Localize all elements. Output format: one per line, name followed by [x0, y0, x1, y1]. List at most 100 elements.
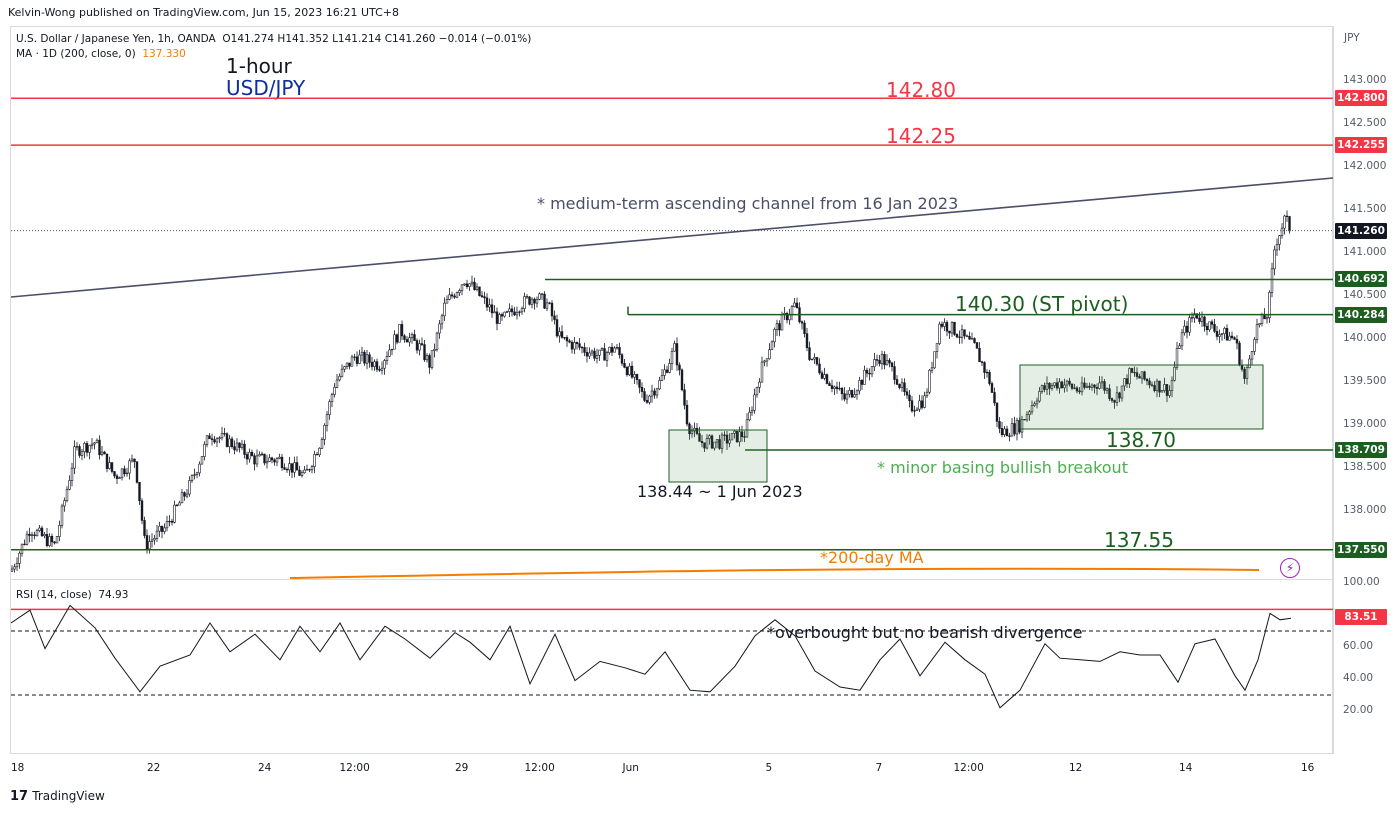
candle-body: [305, 469, 309, 471]
candle-body: [178, 502, 181, 506]
candle-body: [1268, 292, 1271, 318]
candle-body: [203, 444, 206, 457]
candle-body: [523, 296, 526, 309]
candle-body: [58, 525, 61, 537]
candle-body: [828, 383, 831, 386]
candle-body: [220, 433, 224, 439]
candle-body: [183, 492, 186, 497]
candle-body: [538, 293, 541, 300]
candle-body: [168, 520, 171, 523]
candle-body: [810, 358, 814, 360]
candle-body: [890, 362, 894, 367]
candle-body: [808, 347, 811, 360]
rsi-legend[interactable]: RSI (14, close) 74.93: [16, 589, 128, 601]
candle-body: [218, 437, 221, 440]
candle-body: [638, 379, 641, 388]
candle-body: [150, 539, 154, 542]
candle-body: [1168, 390, 1171, 396]
candle-body: [648, 395, 651, 403]
candle-body: [403, 335, 406, 340]
lightning-icon[interactable]: ⚡: [1280, 558, 1300, 578]
candle-body: [310, 466, 314, 471]
label-137-55: 137.55: [1104, 528, 1174, 552]
candle-body: [960, 329, 964, 338]
candle-body: [1125, 378, 1129, 385]
candle-body: [113, 471, 116, 477]
candle-body: [75, 446, 79, 448]
rsi-pane: [11, 604, 1333, 709]
candle-body: [345, 362, 349, 367]
candle-body: [240, 443, 244, 448]
candle-body: [1185, 325, 1189, 333]
candle-body: [608, 346, 611, 353]
candle-body: [88, 445, 91, 453]
candle-body: [758, 381, 761, 388]
time-tick: 24: [258, 762, 272, 774]
candle-body: [1205, 325, 1209, 331]
candle-body: [730, 432, 734, 441]
rsi-value: 74.93: [98, 589, 129, 601]
candle-body: [1243, 369, 1246, 379]
candle-body: [885, 360, 889, 366]
candle-body: [1145, 378, 1149, 382]
candle-body: [325, 414, 329, 426]
candle-body: [163, 527, 166, 532]
candle-body: [680, 369, 684, 391]
candle-body: [365, 354, 369, 364]
candle-body: [690, 430, 694, 435]
candle-body: [708, 435, 711, 439]
candle-body: [823, 374, 826, 379]
candle-body: [1040, 385, 1044, 392]
candle-body: [258, 454, 261, 457]
candle-body: [308, 469, 311, 471]
ma-legend[interactable]: MA · 1D (200, close, 0) 137.330: [16, 48, 186, 60]
price-axis-separator: [1333, 26, 1334, 754]
candle-body: [745, 419, 749, 438]
candle-body: [1050, 385, 1054, 389]
candle-body: [643, 391, 646, 401]
candle-body: [838, 388, 841, 390]
candle-body: [1285, 215, 1289, 217]
tradingview-logo[interactable]: 𝟭𝟳 TradingView: [10, 789, 105, 804]
candle-body: [975, 342, 979, 349]
candle-body: [120, 468, 124, 479]
price-tick: 138.500: [1343, 461, 1387, 473]
candle-body: [585, 352, 589, 357]
candle-body: [563, 337, 566, 339]
candle-body: [948, 330, 951, 334]
candle-body: [405, 339, 409, 343]
price-tick: 139.500: [1343, 375, 1387, 387]
candle-body: [1190, 317, 1194, 319]
candle-body: [135, 461, 139, 483]
candle-body: [1223, 328, 1226, 335]
chart-annotations: 142.80 142.25 * medium-term ascending chan…: [537, 78, 1176, 642]
candle-body: [605, 352, 609, 361]
candle-body: [938, 323, 941, 344]
candle-body: [1275, 244, 1279, 251]
candle-body: [670, 350, 674, 364]
candle-body: [848, 390, 851, 395]
candle-body: [1143, 371, 1146, 380]
candle-body: [1008, 435, 1011, 437]
candle-body: [1028, 411, 1031, 415]
candle-body: [493, 311, 496, 314]
candle-body: [738, 431, 741, 443]
candle-body: [595, 355, 599, 359]
candle-body: [988, 371, 991, 384]
candle-body: [15, 563, 19, 568]
candle-body: [1108, 388, 1111, 399]
candle-body: [208, 435, 211, 439]
symbol-legend[interactable]: U.S. Dollar / Japanese Yen, 1h, OANDA O1…: [16, 33, 531, 45]
candle-body: [1150, 384, 1154, 386]
price-tag: 142.800: [1335, 90, 1387, 107]
candle-body: [430, 350, 434, 368]
candle-body: [1175, 348, 1179, 368]
channel-note: * medium-term ascending channel from 16 …: [537, 194, 958, 213]
candle-body: [620, 354, 624, 364]
candle-body: [705, 438, 709, 449]
candle-body: [768, 349, 771, 360]
candle-body: [973, 338, 976, 343]
candle-body: [98, 439, 101, 455]
candle-body: [1000, 428, 1004, 435]
